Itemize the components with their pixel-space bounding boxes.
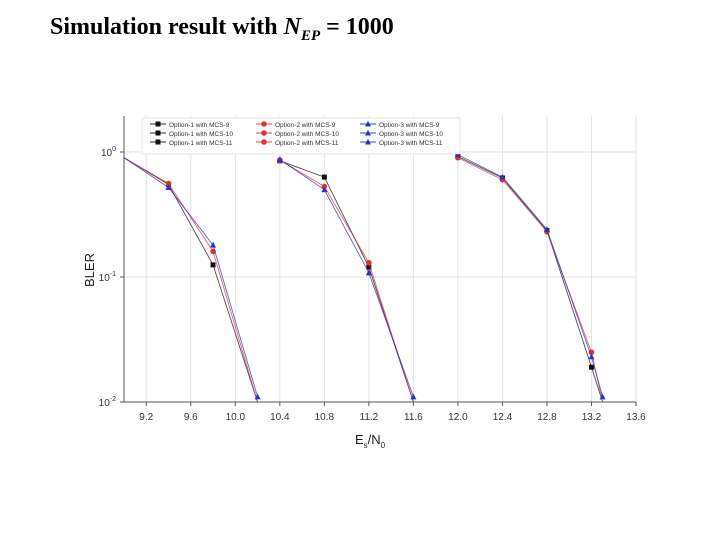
x-axis-label-sub1: s bbox=[364, 441, 368, 450]
data-point bbox=[366, 259, 372, 266]
legend-swatch-marker bbox=[261, 130, 267, 136]
legend-label: Option-2 with MCS-11 bbox=[275, 140, 339, 147]
legend-entry: Option-2 with MCS-11 bbox=[256, 139, 339, 147]
x-tick-label: 10.4 bbox=[270, 412, 290, 423]
series-line bbox=[124, 157, 258, 397]
legend: Option-1 with MCS-9 Option-2 with MCS-9 Op… bbox=[141, 117, 461, 155]
x-tick-label: 12.8 bbox=[537, 412, 557, 423]
slide-title-prefix: Simulation result with bbox=[50, 14, 284, 40]
x-tick-label: 11.2 bbox=[360, 412, 379, 423]
legend-box bbox=[141, 117, 461, 155]
data-point bbox=[588, 364, 594, 370]
legend-swatch-marker bbox=[365, 120, 371, 127]
y-axis-label: BLER bbox=[82, 253, 97, 287]
legend-entry: Option-2 with MCS-9 bbox=[256, 121, 336, 129]
series-group bbox=[454, 151, 606, 400]
legend-label: Option-2 with MCS-9 bbox=[275, 122, 336, 129]
x-tick-label: 12.4 bbox=[493, 412, 513, 423]
data-point bbox=[165, 180, 172, 187]
x-axis-label-main: E bbox=[355, 432, 364, 447]
data-point bbox=[588, 353, 595, 360]
legend-entry: Option-3 with MCS-11 bbox=[360, 138, 443, 147]
series-group bbox=[124, 157, 258, 403]
legend-swatch-marker bbox=[365, 129, 371, 136]
data-point bbox=[499, 173, 506, 180]
legend-entry: Option-3 with MCS-9 bbox=[360, 120, 440, 129]
data-point bbox=[321, 186, 328, 193]
legend-swatch-marker bbox=[365, 138, 371, 145]
legend-label: Option-1 with MCS-9 bbox=[169, 122, 230, 129]
data-point bbox=[599, 393, 606, 400]
data-point bbox=[366, 264, 372, 270]
legend-label: Option-3 with MCS-10 bbox=[379, 131, 443, 138]
legend-label: Option-1 with MCS-10 bbox=[169, 131, 233, 138]
legend-swatch-marker bbox=[261, 121, 267, 127]
x-tick-label: 11.6 bbox=[404, 412, 423, 423]
x-axis-label-sub2: 0 bbox=[381, 441, 386, 450]
series-line bbox=[279, 159, 414, 397]
series-line bbox=[279, 159, 414, 403]
legend-label: Option-3 with MCS-9 bbox=[379, 122, 440, 129]
legend-entry: Option-1 with MCS-11 bbox=[150, 139, 233, 147]
data-point bbox=[165, 184, 172, 190]
slide-title: Simulation result with NEP = 1000 bbox=[50, 14, 394, 45]
x-tick-label: 13.6 bbox=[626, 412, 646, 423]
data-point bbox=[365, 269, 372, 276]
x-tick-label: 9.6 bbox=[184, 412, 198, 423]
x-tick-label: 10.0 bbox=[226, 412, 246, 423]
series-layer bbox=[124, 151, 606, 403]
y-tick-label: 10-1 bbox=[99, 271, 116, 284]
data-point bbox=[254, 393, 261, 400]
legend-swatch-marker bbox=[155, 130, 161, 136]
slide-title-suffix: = 1000 bbox=[320, 14, 394, 40]
series-group bbox=[276, 156, 417, 400]
slide-title-variable: N bbox=[283, 14, 301, 40]
data-point bbox=[210, 262, 216, 268]
legend-entry: Option-1 with MCS-9 bbox=[150, 121, 230, 129]
x-tick-label: 9.2 bbox=[139, 412, 153, 423]
legend-swatch-marker bbox=[155, 139, 161, 145]
x-tick-label: 12.0 bbox=[448, 412, 468, 423]
x-axis-label-mid: /N bbox=[368, 432, 381, 447]
legend-entry: Option-2 with MCS-10 bbox=[256, 130, 339, 138]
x-tick-label: 10.8 bbox=[315, 412, 335, 423]
plot-area bbox=[124, 116, 636, 402]
y-tick-label: 10-2 bbox=[99, 396, 116, 409]
series-line bbox=[124, 157, 258, 403]
legend-label: Option-1 with MCS-11 bbox=[169, 140, 233, 147]
data-point bbox=[543, 226, 550, 232]
x-axis-label: Es/N0 bbox=[355, 432, 386, 450]
series-group bbox=[124, 157, 261, 400]
legend-swatch-marker bbox=[155, 121, 161, 127]
legend-entry: Option-1 with MCS-10 bbox=[150, 130, 233, 138]
x-tick-label: 13.2 bbox=[582, 412, 602, 423]
data-point bbox=[454, 151, 461, 158]
slide-title-subscript: EP bbox=[300, 27, 321, 44]
legend-swatch-marker bbox=[261, 139, 267, 145]
legend-label: Option-2 with MCS-10 bbox=[275, 131, 339, 138]
legend-entry: Option-3 with MCS-10 bbox=[360, 129, 443, 138]
data-point bbox=[210, 241, 217, 248]
legend-label: Option-3 with MCS-11 bbox=[379, 140, 443, 147]
tick-layer: 9.2 9.6 10.0 10.4 10.8 11.2 11.6 12.0 12.4 12.8 13… bbox=[99, 146, 647, 423]
y-tick-label: 100 bbox=[101, 146, 116, 159]
data-point bbox=[410, 393, 417, 400]
data-point bbox=[321, 174, 327, 180]
data-point bbox=[276, 156, 283, 163]
